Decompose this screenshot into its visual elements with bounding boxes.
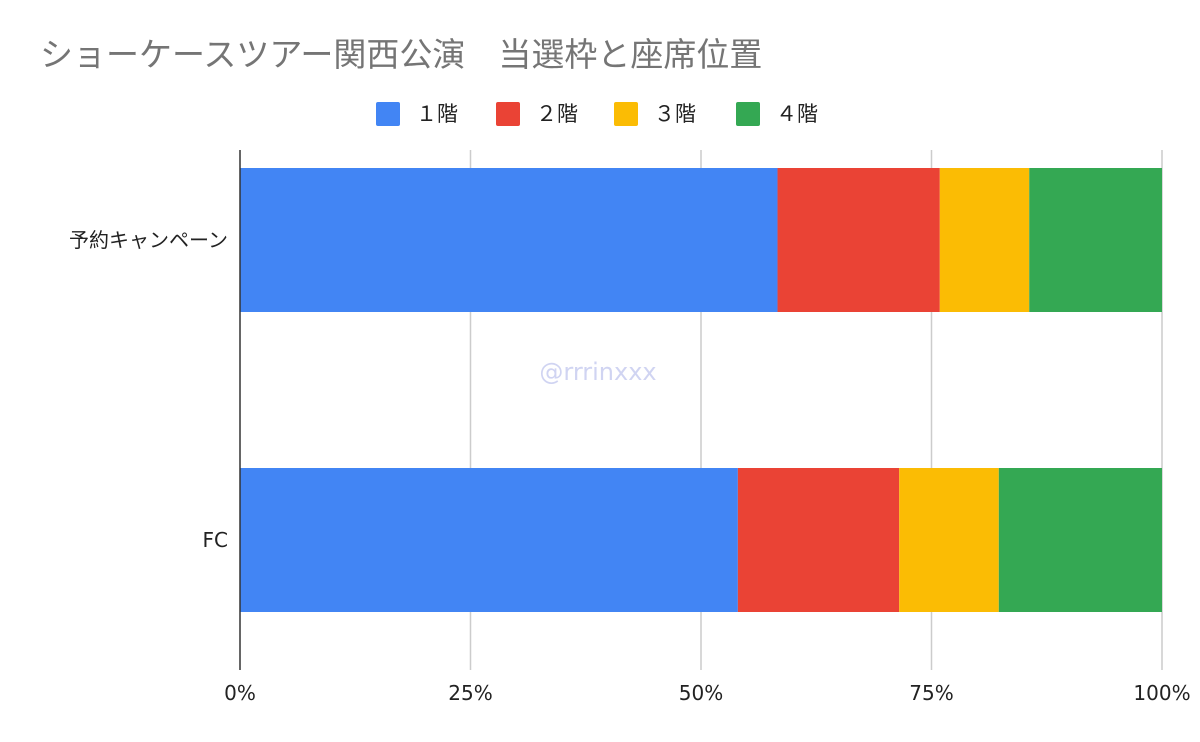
x-tick-label-0: 0%	[224, 681, 256, 705]
bar-fc-series-2	[737, 468, 900, 612]
legend-swatch	[376, 102, 400, 126]
bar-campaign-series-3	[939, 168, 1030, 312]
x-tick-label-100: 100%	[1133, 681, 1190, 705]
y-tick-label: FC	[203, 528, 228, 552]
legend-swatch	[736, 102, 760, 126]
bar-campaign-series-4	[1029, 168, 1162, 312]
legend-label: １階	[416, 102, 458, 126]
legend: １階 ２階 ３階 ４階	[376, 102, 818, 126]
legend-swatch	[496, 102, 520, 126]
x-tick-label-50: 50%	[679, 681, 723, 705]
y-tick-labels: 予約キャンペーン FC	[69, 228, 228, 552]
legend-item-1: １階	[376, 102, 458, 126]
x-tick-label-25: 25%	[448, 681, 492, 705]
bar-fc-series-3	[899, 468, 999, 612]
legend-label: ４階	[776, 102, 818, 126]
x-tick-label-75: 75%	[909, 681, 953, 705]
legend-item-4: ４階	[736, 102, 818, 126]
legend-item-2: ２階	[496, 102, 578, 126]
legend-item-3: ３階	[614, 102, 696, 126]
legend-swatch	[614, 102, 638, 126]
bars	[240, 168, 1162, 612]
bar-fc-series-4	[998, 468, 1162, 612]
y-tick-label: 予約キャンペーン	[69, 228, 228, 252]
legend-label: ３階	[654, 102, 696, 126]
chart-title: ショーケースツアー関西公演 当選枠と座席位置	[40, 35, 762, 74]
x-tick-labels: 0% 25% 50% 75% 100%	[224, 681, 1190, 705]
bar-campaign-series-1	[240, 168, 778, 312]
bar-fc-series-1	[240, 468, 738, 612]
watermark: @rrrinxxx	[539, 358, 656, 386]
legend-label: ２階	[536, 102, 578, 126]
bar-campaign-series-2	[777, 168, 940, 312]
